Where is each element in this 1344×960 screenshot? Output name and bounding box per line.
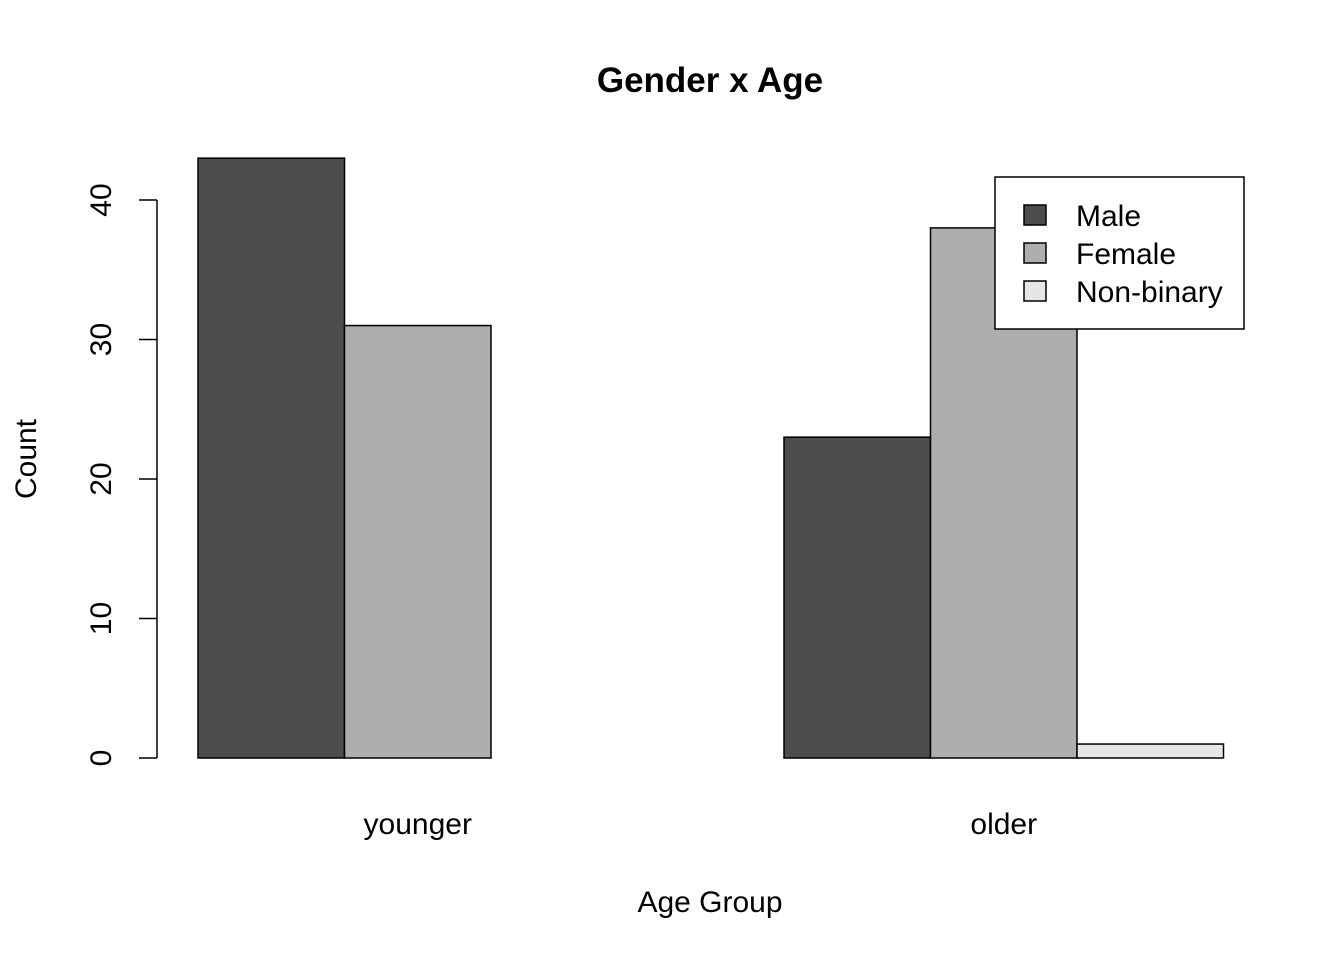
y-tick-label: 20	[85, 462, 118, 495]
legend-swatch-male	[1023, 204, 1047, 226]
y-tick-label: 30	[85, 323, 118, 356]
x-axis-tick-labels: younger older	[364, 808, 1038, 841]
x-tick-label-younger: younger	[364, 808, 472, 841]
chart-title: Gender x Age	[597, 61, 823, 100]
x-axis-label: Age Group	[637, 886, 782, 919]
y-axis: 0 10 20 30 40	[85, 183, 158, 767]
legend-label-female: Female	[1076, 238, 1176, 271]
y-tick-label: 10	[85, 602, 118, 635]
legend-swatch-non-binary	[1023, 280, 1047, 302]
x-tick-label-older: older	[970, 808, 1037, 841]
bar-non-binary-older	[1076, 743, 1225, 759]
legend-label-male: Male	[1076, 200, 1141, 233]
y-tick-label: 0	[85, 750, 118, 767]
bar-female-younger	[343, 324, 492, 759]
y-axis-label: Count	[10, 418, 43, 499]
bar-male-older	[783, 436, 932, 759]
legend: Male Female Non-binary	[994, 176, 1245, 330]
legend-label-non-binary: Non-binary	[1076, 276, 1223, 309]
bar-male-younger	[197, 157, 346, 759]
legend-swatch-female	[1023, 242, 1047, 264]
y-tick-label: 40	[85, 183, 118, 216]
